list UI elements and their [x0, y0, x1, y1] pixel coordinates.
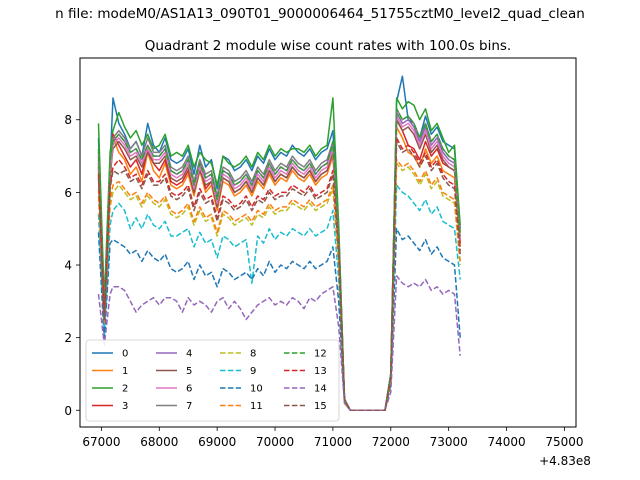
series-line-1: [97, 126, 461, 412]
legend-label-2: 2: [122, 384, 128, 395]
series-line-11: [97, 158, 461, 412]
legend-label-15: 15: [314, 401, 327, 412]
x-tick-label: 72000: [372, 435, 410, 449]
legend-box: [85, 339, 340, 422]
legend-label-1: 1: [122, 366, 128, 377]
series-line-9: [97, 184, 461, 412]
suptitle: n file: modeM0/AS1A13_090T01_9000006464_…: [55, 6, 585, 22]
y-tick-label: 8: [64, 113, 72, 127]
legend-label-4: 4: [186, 349, 192, 360]
legend-label-8: 8: [250, 349, 256, 360]
series-line-2: [97, 97, 461, 412]
series-line-5: [97, 118, 461, 412]
legend-label-9: 9: [250, 366, 256, 377]
x-tick-label: 71000: [314, 435, 352, 449]
legend-label-10: 10: [250, 384, 263, 395]
x-tick-label: 67000: [82, 435, 120, 449]
x-tick-label: 69000: [198, 435, 236, 449]
legend-label-5: 5: [186, 366, 192, 377]
series-line-12: [97, 108, 461, 412]
legend-label-11: 11: [250, 401, 263, 412]
series-line-15: [97, 140, 461, 412]
y-tick-label: 4: [64, 259, 72, 273]
series-line-0: [97, 75, 461, 412]
x-tick-label: 68000: [140, 435, 178, 449]
axes-frame: [79, 57, 577, 428]
y-tick-label: 6: [64, 186, 72, 200]
legend-label-13: 13: [314, 366, 327, 377]
x-axis: 67000 68000 69000 70000 71000 72000 73000 74000…: [82, 427, 584, 449]
legend-label-12: 12: [314, 349, 327, 360]
x-offset-label: +4.83e8: [539, 454, 591, 468]
series-line-13: [97, 137, 461, 412]
legend-label-7: 7: [186, 401, 192, 412]
y-tick-label: 0: [64, 404, 72, 418]
series-line-14: [97, 275, 461, 412]
legend-label-0: 0: [122, 349, 128, 360]
x-tick-label: 70000: [256, 435, 294, 449]
series-line-10: [97, 227, 461, 412]
legend-label-6: 6: [186, 384, 192, 395]
legend-label-14: 14: [314, 384, 327, 395]
series-line-6: [97, 115, 461, 412]
legend-label-3: 3: [122, 401, 128, 412]
x-tick-label: 73000: [430, 435, 468, 449]
y-axis: 0 2 4 6 8: [64, 113, 80, 418]
chart-title: Quadrant 2 module wise count rates with …: [145, 38, 511, 54]
x-tick-label: 74000: [487, 435, 525, 449]
plot-area: [97, 75, 461, 412]
y-tick-label: 2: [64, 331, 72, 345]
x-tick-label: 75000: [545, 435, 583, 449]
